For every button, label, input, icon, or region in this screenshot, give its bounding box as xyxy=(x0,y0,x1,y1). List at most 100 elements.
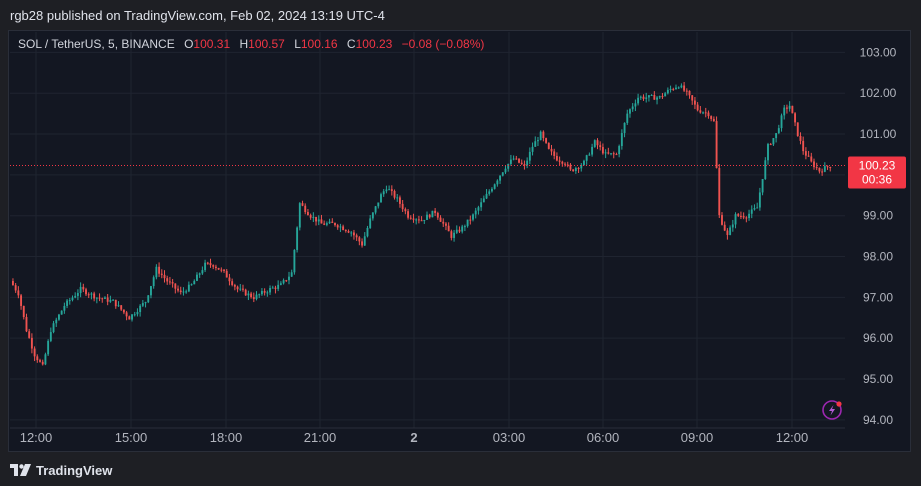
candle-body xyxy=(653,94,656,100)
candle-body xyxy=(377,202,380,207)
candle-body xyxy=(756,207,759,209)
candle-body xyxy=(436,212,439,218)
candle-body xyxy=(412,218,415,220)
candle-body xyxy=(539,131,542,141)
candle-body xyxy=(220,269,223,271)
candle-body xyxy=(417,219,420,221)
price-tag-price: 100.23 xyxy=(859,158,896,172)
candle-body xyxy=(742,216,745,218)
close-value: 100.23 xyxy=(355,37,393,51)
candle-body xyxy=(561,161,564,164)
candle-body xyxy=(187,284,190,292)
candle-body xyxy=(480,202,483,208)
candle-body xyxy=(463,226,466,228)
candle-body xyxy=(693,100,696,105)
candle-body xyxy=(509,159,512,164)
candle-body xyxy=(512,158,515,160)
candle-body xyxy=(33,348,36,357)
candle-body xyxy=(374,206,377,213)
candle-body xyxy=(82,286,85,290)
candle-body xyxy=(745,217,748,219)
open-value: 100.31 xyxy=(193,37,231,51)
candle-body xyxy=(90,293,93,295)
low-label: L xyxy=(294,37,301,51)
tradingview-logo-icon[interactable] xyxy=(10,464,32,476)
candle-body xyxy=(401,203,404,210)
candle-body xyxy=(423,219,426,221)
price-tick-label: 101.00 xyxy=(860,127,897,141)
candle-body xyxy=(420,220,423,222)
candle-body xyxy=(685,90,688,92)
chart-panel[interactable] xyxy=(8,30,911,452)
publisher-credit: rgb28 published on TradingView.com, Feb … xyxy=(10,8,385,23)
candle-body xyxy=(36,356,39,361)
candle-body xyxy=(277,284,280,289)
candle-body xyxy=(813,161,815,168)
candle-body xyxy=(269,288,271,293)
candle-body xyxy=(426,214,428,220)
footer-brand[interactable]: TradingView xyxy=(36,462,113,478)
candle-body xyxy=(133,314,136,316)
candle-body xyxy=(236,286,239,290)
candle-body xyxy=(120,305,123,310)
candle-body xyxy=(585,155,588,161)
candle-body xyxy=(428,214,431,218)
candle-body xyxy=(30,337,33,349)
price-tag-box xyxy=(848,156,906,189)
candle-body xyxy=(225,270,228,278)
candle-body xyxy=(298,203,301,228)
candle-body xyxy=(12,281,14,286)
candle-body xyxy=(366,227,369,237)
candle-body xyxy=(704,112,707,114)
candle-body xyxy=(14,285,17,291)
symbol-title[interactable]: SOL / TetherUS, 5, BINANCE xyxy=(18,37,175,51)
lightning-alert-icon[interactable] xyxy=(822,400,842,420)
candle-body xyxy=(788,105,791,109)
candle-body xyxy=(491,188,493,192)
candle-body xyxy=(396,197,399,199)
candle-body xyxy=(223,269,225,271)
candle-body xyxy=(796,122,799,136)
candle-body xyxy=(658,96,661,98)
candle-body xyxy=(780,115,783,129)
candle-body xyxy=(499,175,502,181)
candle-body xyxy=(558,160,561,162)
candle-body xyxy=(721,215,723,225)
candle-body xyxy=(239,288,242,290)
candle-body xyxy=(566,164,569,166)
candle-body xyxy=(301,203,304,206)
price-tick-label: 103.00 xyxy=(860,45,897,59)
candle-body xyxy=(49,332,52,341)
candle-body xyxy=(666,89,669,94)
candle-body xyxy=(258,294,261,296)
candle-body xyxy=(231,281,234,285)
candle-body xyxy=(623,122,626,134)
candle-body xyxy=(615,154,618,156)
candle-body xyxy=(669,88,672,90)
candle-body xyxy=(675,87,677,90)
candle-body xyxy=(485,193,488,199)
candle-body xyxy=(293,249,296,273)
time-tick-label: 15:00 xyxy=(115,430,148,445)
candle-body xyxy=(160,273,163,275)
candle-body xyxy=(344,229,347,232)
candle-body xyxy=(737,214,740,216)
price-tag-countdown: 00:36 xyxy=(862,172,892,186)
candle-body xyxy=(688,90,691,96)
candle-body xyxy=(209,263,212,266)
candle-body xyxy=(691,95,694,101)
candle-body xyxy=(174,283,177,289)
footer: TradingView xyxy=(10,460,112,480)
candle-body xyxy=(398,197,401,204)
candle-body xyxy=(128,316,131,320)
candle-body xyxy=(488,191,491,194)
candle-body xyxy=(212,265,215,267)
candle-body xyxy=(637,97,640,104)
candle-body xyxy=(93,293,96,299)
candle-body xyxy=(520,162,523,165)
candle-body xyxy=(141,303,144,306)
candle-body xyxy=(542,131,545,139)
high-label: H xyxy=(239,37,249,51)
candle-body xyxy=(320,219,323,224)
